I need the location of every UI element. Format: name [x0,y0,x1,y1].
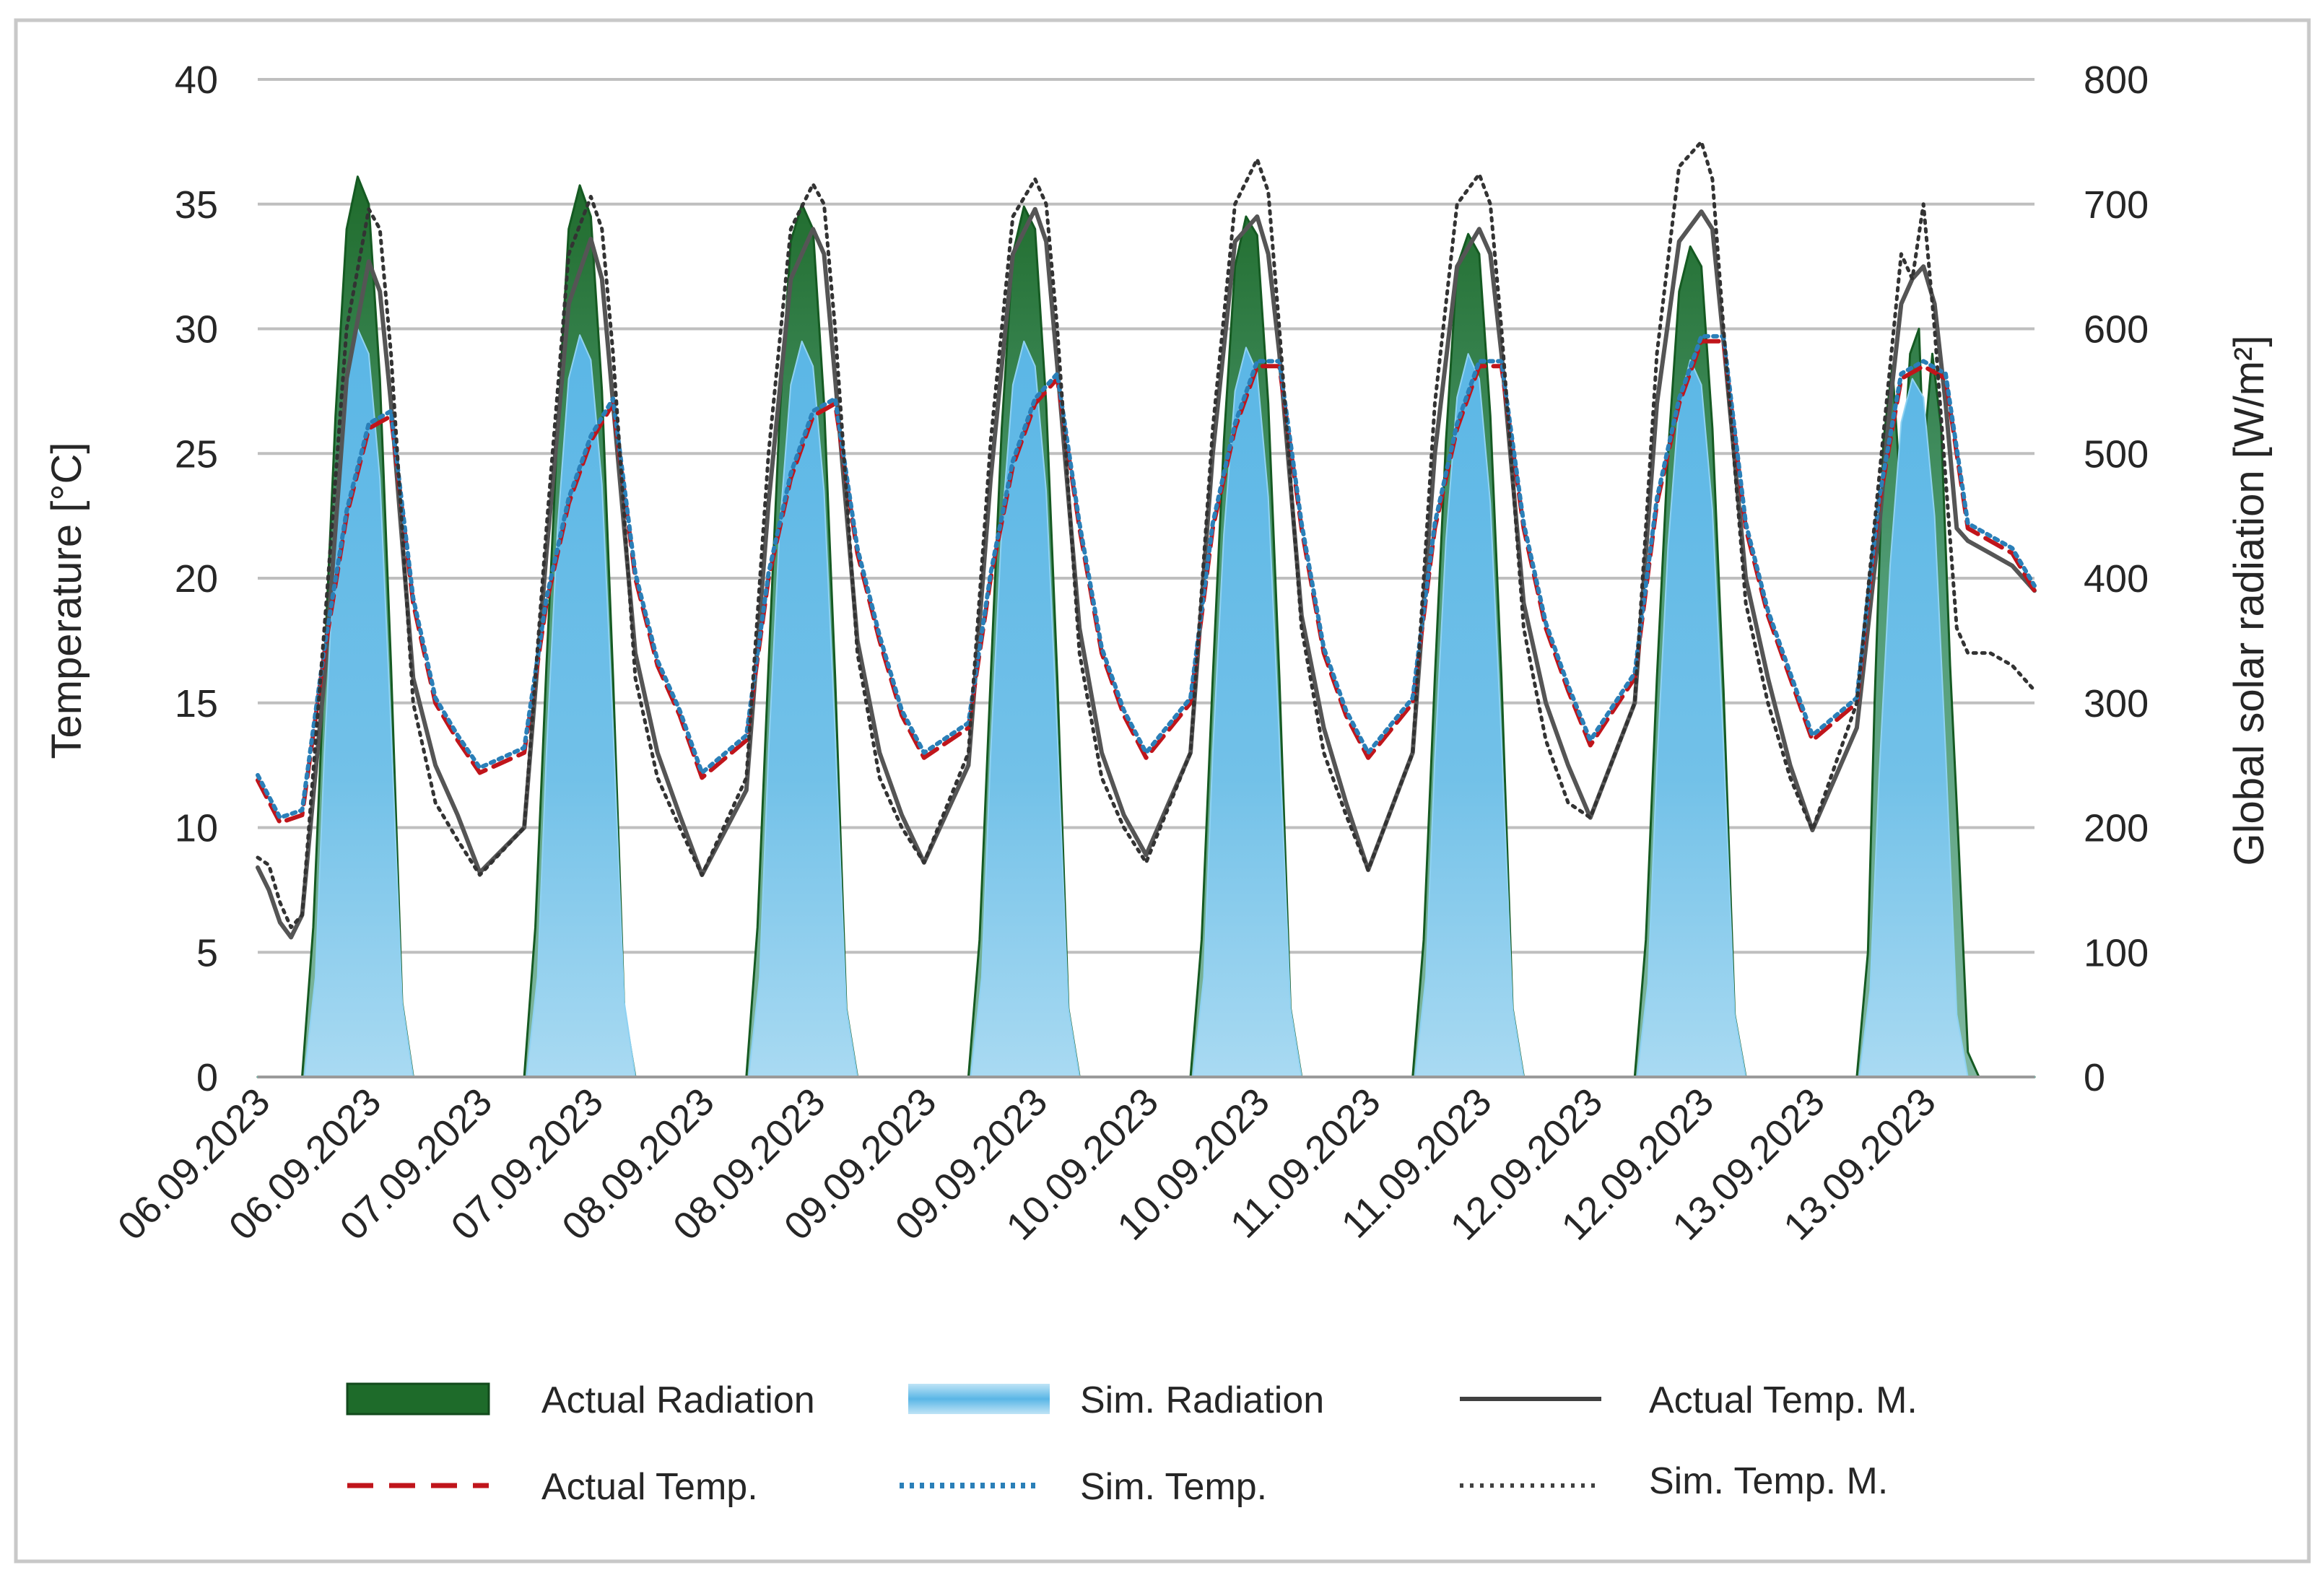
legend-label-actual-temp-m: Actual Temp. M. [1649,1379,1918,1421]
legend-label-actual-radiation: Actual Radiation [541,1379,815,1421]
y-tick-label: 15 [175,682,218,725]
legend: Actual Radiation Sim. Radiation Actual T… [346,1379,1918,1508]
y-tick-label: 10 [175,807,218,850]
y-tick-label: 30 [175,308,218,352]
y-tick-label: 40 [175,58,218,102]
y2-tick-label: 600 [2084,308,2149,352]
grid [258,78,2034,1078]
legend-swatch-sim-radiation [908,1384,1050,1414]
y2-tick-label: 500 [2084,432,2149,476]
chart-frame [14,18,2311,1564]
legend-label-sim-temp: Sim. Temp. [1080,1466,1267,1508]
legend-item-sim-radiation: Sim. Radiation [908,1379,1324,1421]
y-tick-label: 35 [175,183,218,227]
y-tick-label: 25 [175,432,218,476]
y-tick-label: 0 [196,1056,218,1099]
legend-item-actual-temp-m: Actual Temp. M. [1460,1379,1918,1421]
y-tick-label: 5 [196,931,218,974]
y2-tick-label: 400 [2084,557,2149,601]
axis-ticks: 0510152025303540010020030040050060070080… [110,58,2149,1249]
area-actual-radiation [256,175,2036,1078]
legend-item-sim-temp-m: Sim. Temp. M. [1460,1460,1888,1502]
legend-item-actual-temp: Actual Temp. [347,1466,758,1508]
legend-item-actual-radiation: Actual Radiation [346,1379,815,1421]
y2-tick-label: 200 [2084,807,2149,850]
radiation-areas [256,175,2036,1078]
temperature-lines [256,139,2037,940]
line-sim-temp-m [256,139,2037,930]
legend-item-sim-temp: Sim. Temp. [900,1466,1267,1508]
y-tick-label: 20 [175,557,218,601]
y2-tick-label: 0 [2084,1056,2105,1099]
legend-label-sim-temp-m: Sim. Temp. M. [1649,1460,1888,1502]
y2-tick-label: 300 [2084,682,2149,725]
legend-label-actual-temp: Actual Temp. [541,1466,758,1508]
legend-label-sim-radiation: Sim. Radiation [1080,1379,1324,1421]
line-sim-temp [256,333,2037,820]
y2-tick-label: 700 [2084,183,2149,227]
y2-tick-label: 800 [2084,58,2149,102]
legend-swatch-actual-radiation [346,1382,490,1416]
y2-axis-title: Global solar radiation [W/m²] [2226,336,2273,866]
y-axis-title: Temperature [°C] [43,442,90,759]
y2-tick-label: 100 [2084,931,2149,974]
